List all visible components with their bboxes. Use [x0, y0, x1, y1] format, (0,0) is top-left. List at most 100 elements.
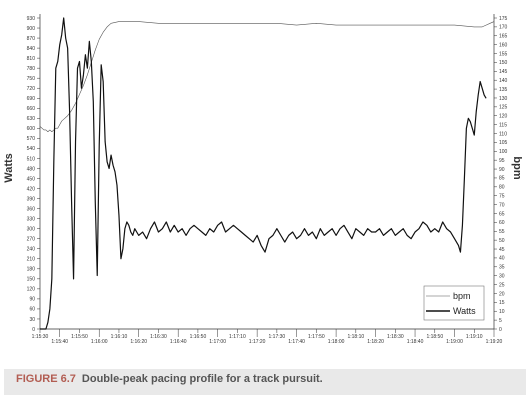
- left-tick-label: 300: [27, 226, 36, 232]
- left-tick-label: 390: [27, 196, 36, 202]
- x-tick-label: 1:17:00: [209, 339, 226, 345]
- right-tick-label: 5: [499, 318, 502, 324]
- right-tick-label: 35: [499, 265, 505, 271]
- x-tick-label: 1:17:50: [308, 334, 325, 340]
- left-tick-label: 480: [27, 166, 36, 172]
- right-tick-label: 10: [499, 309, 505, 315]
- right-tick-label: 145: [499, 69, 508, 75]
- x-tick-label: 1:15:50: [71, 334, 88, 340]
- left-tick-label: 810: [27, 56, 36, 62]
- left-tick-label: 90: [29, 297, 35, 303]
- right-tick-label: 175: [499, 16, 508, 22]
- x-tick-label: 1:19:20: [486, 339, 503, 345]
- left-tick-label: 720: [27, 86, 36, 92]
- right-tick-label: 20: [499, 291, 505, 297]
- legend-label-bpm: bpm: [453, 291, 471, 301]
- series-line-bpm: [39, 21, 495, 133]
- left-tick-label: 930: [27, 16, 36, 22]
- left-tick-label: 570: [27, 136, 36, 142]
- series-line-watts: [40, 17, 487, 330]
- right-tick-label: 155: [499, 51, 508, 57]
- x-tick-label: 1:17:20: [249, 339, 266, 345]
- left-tick-label: 690: [27, 96, 36, 102]
- right-tick-label: 130: [499, 96, 508, 102]
- right-tick-label: 75: [499, 194, 505, 200]
- right-tick-label: 60: [499, 220, 505, 226]
- x-tick-label: 1:18:40: [407, 339, 424, 345]
- left-tick-label: 150: [27, 277, 36, 283]
- left-tick-label: 240: [27, 247, 36, 253]
- left-tick-label: 270: [27, 237, 36, 243]
- right-tick-label: 55: [499, 229, 505, 235]
- right-tick-label: 135: [499, 87, 508, 93]
- left-tick-label: 540: [27, 146, 36, 152]
- x-axis-ticks: 1:15:301:15:401:15:501:16:001:16:101:16:…: [32, 329, 503, 345]
- left-y-axis-ticks: 9309008708408107807507206906606306005705…: [27, 16, 40, 333]
- right-tick-label: 65: [499, 211, 505, 217]
- left-tick-label: 450: [27, 176, 36, 182]
- plot-frame: [39, 14, 495, 330]
- left-tick-label: 330: [27, 216, 36, 222]
- right-tick-label: 40: [499, 256, 505, 262]
- left-tick-label: 60: [29, 307, 35, 313]
- series-layer: [39, 17, 495, 330]
- legend-box: [423, 285, 485, 321]
- x-tick-label: 1:18:50: [426, 334, 443, 340]
- x-tick-label: 1:17:30: [269, 334, 286, 340]
- right-tick-label: 160: [499, 42, 508, 48]
- right-tick-label: 0: [499, 327, 502, 333]
- right-tick-label: 115: [499, 122, 507, 128]
- right-tick-label: 30: [499, 273, 505, 279]
- left-tick-label: 30: [29, 317, 35, 323]
- left-tick-label: 840: [27, 46, 36, 52]
- right-tick-label: 100: [499, 149, 508, 155]
- x-tick-label: 1:18:10: [347, 334, 364, 340]
- x-tick-label: 1:16:00: [91, 339, 108, 345]
- right-tick-label: 105: [499, 140, 508, 146]
- right-tick-label: 110: [499, 131, 507, 137]
- x-tick-label: 1:18:30: [387, 334, 404, 340]
- left-tick-label: 750: [27, 76, 36, 82]
- figure-caption-text: Double-peak pacing profile for a track p…: [81, 373, 323, 385]
- y-axis-title-right: bpm: [511, 156, 523, 179]
- legend-label-watts: Watts: [453, 306, 476, 316]
- x-tick-label: 1:15:30: [32, 334, 49, 340]
- left-tick-label: 510: [27, 156, 36, 162]
- right-tick-label: 90: [499, 167, 505, 173]
- right-tick-label: 150: [499, 60, 508, 66]
- x-tick-label: 1:16:20: [130, 339, 147, 345]
- right-tick-label: 95: [499, 158, 505, 164]
- left-tick-label: 0: [32, 327, 35, 333]
- x-tick-label: 1:16:30: [150, 334, 167, 340]
- x-tick-label: 1:19:00: [446, 339, 463, 345]
- right-tick-label: 85: [499, 176, 505, 182]
- left-tick-label: 900: [27, 26, 36, 32]
- left-tick-label: 870: [27, 36, 36, 42]
- figure-caption-bar: FIGURE 6.7 Double-peak pacing profile for…: [4, 369, 526, 395]
- right-tick-label: 140: [499, 78, 508, 84]
- left-tick-label: 630: [27, 116, 36, 122]
- right-tick-label: 50: [499, 238, 505, 244]
- x-tick-label: 1:18:20: [367, 339, 384, 345]
- left-tick-label: 600: [27, 126, 36, 132]
- right-tick-label: 15: [499, 300, 505, 306]
- right-tick-label: 165: [499, 34, 508, 40]
- right-tick-label: 120: [499, 114, 508, 120]
- y-axis-title-left: Watts: [3, 153, 15, 183]
- x-tick-label: 1:18:00: [328, 339, 345, 345]
- figure-label: FIGURE 6.7: [16, 373, 76, 385]
- left-tick-label: 660: [27, 106, 36, 112]
- figure-caption: FIGURE 6.7 Double-peak pacing profile for…: [16, 373, 323, 385]
- x-tick-label: 1:16:10: [111, 334, 128, 340]
- right-tick-label: 45: [499, 247, 505, 253]
- right-tick-label: 25: [499, 282, 505, 288]
- legend: bpm Watts: [423, 285, 485, 321]
- x-tick-label: 1:17:40: [288, 339, 305, 345]
- right-tick-label: 80: [499, 185, 505, 191]
- left-tick-label: 180: [27, 267, 36, 273]
- x-tick-label: 1:16:40: [170, 339, 187, 345]
- right-tick-label: 70: [499, 202, 505, 208]
- x-tick-label: 1:19:10: [466, 334, 483, 340]
- right-tick-label: 170: [499, 25, 508, 31]
